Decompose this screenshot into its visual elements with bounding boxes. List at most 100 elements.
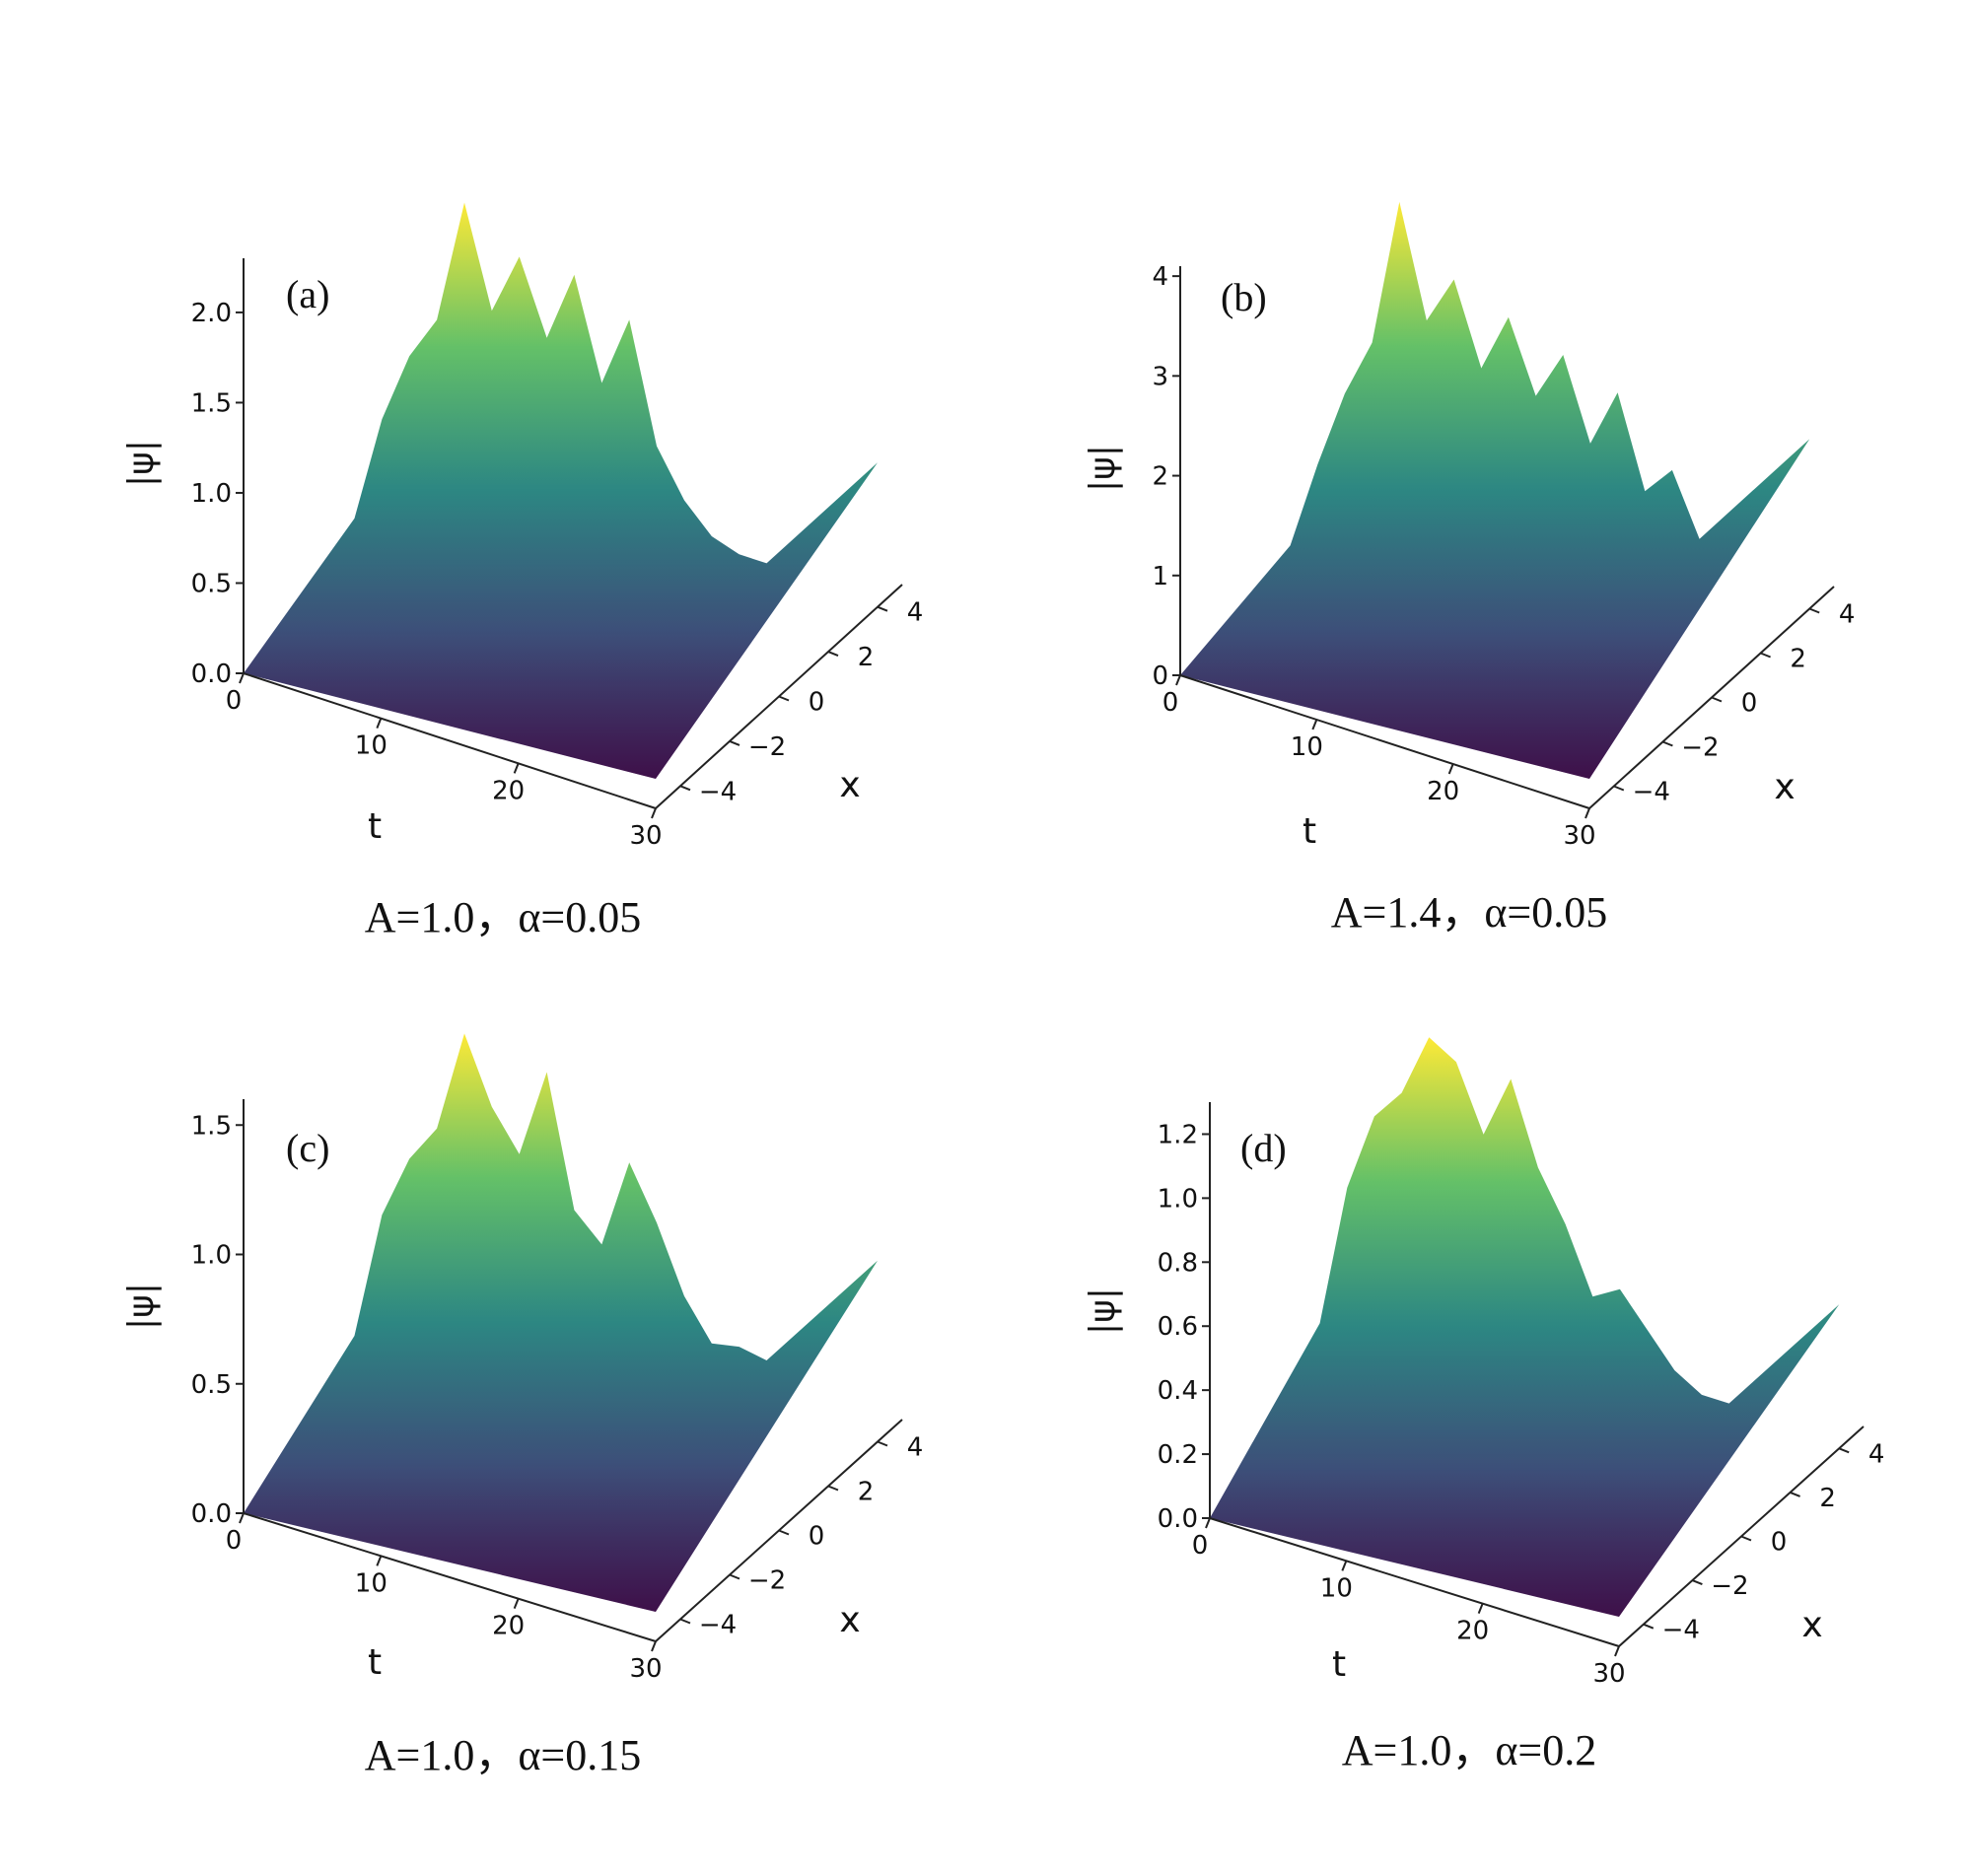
x-tick [1692, 1579, 1703, 1586]
surface-c [244, 1033, 878, 1612]
z-tick-label: 1.5 [191, 1111, 232, 1141]
z-tick-label: 1.0 [191, 479, 232, 509]
x-tick [1760, 652, 1771, 659]
x-tick [679, 1618, 691, 1625]
z-tick-label: 0.5 [191, 1370, 232, 1400]
z-tick-label: 0.4 [1158, 1376, 1198, 1406]
z-tick-label: 2.0 [191, 299, 232, 328]
x-tick-label: 4 [1868, 1439, 1885, 1469]
surface-shade [244, 1033, 878, 1612]
x-tick-label: 0 [809, 1522, 825, 1552]
t-axis-line [243, 1512, 657, 1642]
surface-shade [1180, 201, 1810, 780]
t-tick [239, 672, 245, 684]
x-tick-label: −2 [1681, 733, 1719, 763]
t-tick-label: 10 [355, 1568, 387, 1598]
x-tick-label: 2 [858, 643, 875, 672]
t-tick-label: 30 [629, 821, 662, 851]
t-axis-label-d: t [1332, 1644, 1346, 1685]
t-tick [513, 1598, 520, 1610]
x-tick-label: −2 [1711, 1571, 1748, 1601]
axes-b: 0 1 2 3 4 0 10 20 30 −4 −2 0 2 4 [1152, 262, 1855, 851]
t-axis-line [1209, 1517, 1620, 1647]
panel-c: 0.0 0.5 1.0 1.5 0 10 20 30 −4 −2 0 2 4 (c) |ψ| t x A… [121, 1033, 923, 1779]
x-tick-label: 0 [809, 688, 825, 718]
t-tick [239, 1512, 245, 1524]
panel-label-a: (a) [286, 272, 329, 316]
x-tick [729, 1573, 740, 1580]
t-tick-label: 0 [1162, 688, 1179, 718]
z-tick-label: 1.5 [191, 388, 232, 418]
x-tick-label: −4 [699, 1611, 737, 1640]
t-tick-label: 20 [1456, 1617, 1489, 1646]
z-axis-label-d: |ψ| [1083, 1287, 1123, 1335]
x-tick [778, 695, 790, 702]
x-tick [729, 739, 740, 746]
x-tick-label: −2 [748, 732, 786, 762]
x-tick [1613, 785, 1625, 792]
t-tick-label: 0 [226, 686, 243, 716]
x-tick-label: −4 [1662, 1616, 1700, 1645]
z-axis-label-a: |ψ| [121, 440, 162, 487]
z-tick-label: 1 [1152, 562, 1168, 591]
t-tick [1477, 1603, 1484, 1615]
t-axis-line [243, 672, 657, 809]
t-tick [1585, 807, 1590, 819]
t-tick-label: 20 [1427, 777, 1459, 806]
t-tick-label: 10 [1291, 732, 1323, 762]
x-tick [827, 1485, 839, 1492]
x-tick-label: 0 [1771, 1528, 1788, 1558]
t-tick-label: 0 [1192, 1531, 1209, 1561]
x-tick-label: −4 [699, 777, 737, 806]
caption-b: A=1.4，α=0.05 [1331, 888, 1607, 937]
surface-shade [1210, 1037, 1840, 1617]
x-tick [1740, 1535, 1752, 1542]
panel-label-b: (b) [1221, 275, 1267, 319]
surface-shade [244, 202, 878, 779]
caption-d: A=1.0，α=0.2 [1342, 1726, 1596, 1774]
t-tick-label: 20 [492, 776, 525, 805]
t-tick [1205, 1517, 1211, 1529]
x-tick [1808, 607, 1820, 614]
z-tick-label: 2 [1152, 462, 1168, 492]
surface-d [1210, 1037, 1840, 1617]
x-tick-label: −4 [1633, 778, 1670, 807]
t-tick-label: 0 [226, 1526, 243, 1556]
x-tick-label: 4 [907, 598, 924, 628]
t-axis-label-b: t [1303, 811, 1316, 852]
x-tick [877, 605, 888, 612]
z-axis-label-b: |ψ| [1083, 445, 1123, 492]
x-tick-label: −2 [748, 1566, 786, 1596]
panel-label-d: (d) [1240, 1126, 1287, 1170]
t-tick-label: 30 [1592, 1659, 1625, 1689]
x-tick-label: 2 [1819, 1484, 1836, 1513]
axes-c: 0.0 0.5 1.0 1.5 0 10 20 30 −4 −2 0 2 4 [191, 1099, 923, 1684]
surface-b [1180, 201, 1810, 780]
t-axis-line [1179, 674, 1590, 809]
x-tick [1790, 1491, 1800, 1497]
t-tick [1614, 1645, 1620, 1657]
z-tick-label: 0.5 [191, 569, 232, 598]
x-axis-label-d: x [1801, 1605, 1822, 1645]
x-tick [1662, 740, 1673, 747]
z-tick-label: 0.8 [1158, 1248, 1198, 1278]
caption-c: A=1.0，α=0.15 [365, 1731, 641, 1779]
t-tick-label: 30 [629, 1654, 662, 1684]
x-tick-label: 4 [1839, 600, 1856, 630]
t-tick [1341, 1560, 1348, 1571]
z-axis-label-c: |ψ| [121, 1283, 162, 1330]
t-tick-label: 30 [1563, 821, 1595, 851]
t-tick [1175, 674, 1181, 686]
z-tick-label: 1.0 [191, 1241, 232, 1271]
t-tick-label: 10 [1320, 1573, 1353, 1603]
x-tick-label: 2 [1790, 645, 1806, 674]
x-tick-label: 2 [858, 1478, 875, 1507]
z-tick-label: 0 [1152, 661, 1168, 691]
t-tick [376, 718, 383, 730]
t-axis-label-a: t [368, 806, 382, 847]
x-axis-label-b: x [1774, 767, 1795, 807]
x-axis-label-a: x [839, 765, 860, 805]
t-tick-label: 10 [355, 731, 387, 761]
